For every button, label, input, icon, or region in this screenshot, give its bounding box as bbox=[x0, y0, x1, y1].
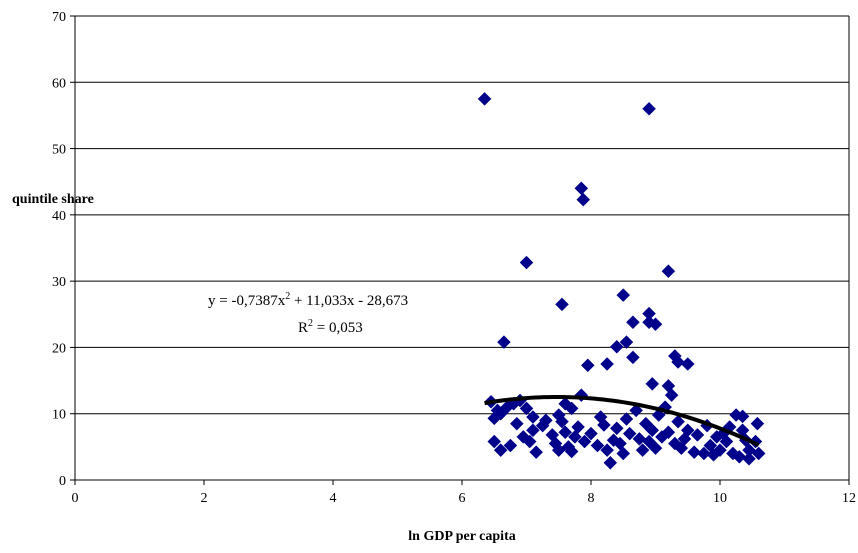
y-tick-label-40: 40 bbox=[52, 209, 66, 224]
data-point-84 bbox=[680, 423, 695, 438]
data-point-79 bbox=[661, 425, 676, 440]
data-point-94 bbox=[719, 434, 734, 449]
x-tick-label-12: 12 bbox=[842, 491, 856, 506]
axes bbox=[70, 15, 850, 485]
y-tick-label-50: 50 bbox=[52, 143, 66, 158]
data-point-34 bbox=[564, 401, 579, 416]
data-point-92 bbox=[713, 443, 727, 458]
x-tick-label-2: 2 bbox=[201, 491, 208, 506]
x-axis-title: ln GDP per capita bbox=[408, 529, 515, 544]
x-tick-label-8: 8 bbox=[588, 491, 595, 506]
data-point-11 bbox=[626, 315, 640, 330]
trendline-equation: y = -0,7387x2 + 11,033x - 28,673 bbox=[208, 291, 408, 309]
data-point-20 bbox=[580, 358, 595, 373]
data-point-16 bbox=[626, 350, 640, 365]
x-tick-label-4: 4 bbox=[330, 491, 337, 506]
data-point-61 bbox=[600, 443, 614, 458]
data-point-44 bbox=[529, 445, 544, 460]
data-point-6 bbox=[616, 288, 631, 302]
data-point-12 bbox=[497, 335, 511, 349]
r-squared-label: R2 = 0,053 bbox=[298, 318, 363, 336]
y-tick-label-30: 30 bbox=[52, 275, 66, 290]
data-point-98 bbox=[732, 449, 747, 464]
gridlines bbox=[75, 15, 849, 415]
data-point-31 bbox=[519, 401, 534, 416]
data-point-70 bbox=[632, 432, 647, 446]
data-point-14 bbox=[609, 339, 624, 354]
data-point-56 bbox=[577, 434, 592, 449]
data-point-7 bbox=[555, 297, 569, 312]
data-point-19 bbox=[680, 357, 695, 371]
data-point-74 bbox=[645, 423, 660, 438]
data-point-42 bbox=[522, 434, 537, 449]
data-point-85 bbox=[687, 445, 702, 460]
data-point-5 bbox=[661, 264, 676, 279]
data-point-3 bbox=[576, 192, 591, 207]
data-point-15 bbox=[600, 357, 614, 371]
data-point-37 bbox=[487, 434, 502, 449]
trendline-equation-rest: + 11,033x - 28,673 bbox=[290, 293, 408, 309]
trendline-equation-exponent: 2 bbox=[285, 291, 290, 302]
data-point-66 bbox=[616, 446, 631, 461]
data-point-53 bbox=[564, 444, 579, 459]
y-tick-label-20: 20 bbox=[52, 341, 66, 356]
x-tick-label-6: 6 bbox=[459, 491, 466, 506]
data-point-22 bbox=[664, 388, 679, 403]
data-point-106 bbox=[742, 451, 756, 466]
data-point-4 bbox=[519, 255, 534, 270]
data-point-55 bbox=[571, 420, 585, 434]
data-point-46 bbox=[538, 413, 553, 428]
trendline bbox=[484, 394, 760, 447]
x-tick-label-0: 0 bbox=[72, 491, 79, 506]
y-axis-title: quintile share bbox=[12, 192, 94, 207]
data-point-0 bbox=[477, 92, 492, 106]
data-point-81 bbox=[671, 414, 685, 429]
y-tick-label-60: 60 bbox=[52, 76, 66, 91]
data-point-60 bbox=[597, 418, 611, 432]
data-point-62 bbox=[603, 455, 618, 470]
r-squared-rest: = 0,053 bbox=[313, 320, 363, 336]
data-point-57 bbox=[584, 426, 598, 441]
data-point-40 bbox=[509, 416, 524, 431]
tick-labels: 0 10 20 30 40 50 60 70 0 2 4 6 8 10 12 bbox=[52, 10, 856, 506]
trendline-equation-main: y = -0,7387x bbox=[208, 293, 286, 309]
data-point-75 bbox=[648, 441, 663, 456]
data-point-38 bbox=[493, 443, 508, 458]
data-point-67 bbox=[619, 412, 634, 426]
y-tick-label-0: 0 bbox=[59, 474, 66, 489]
data-point-71 bbox=[635, 443, 650, 458]
data-point-50 bbox=[555, 414, 569, 429]
y-tick-label-70: 70 bbox=[52, 10, 66, 25]
data-point-104 bbox=[751, 446, 766, 461]
y-tick-label-10: 10 bbox=[52, 408, 66, 423]
data-point-58 bbox=[590, 438, 605, 453]
data-point-23 bbox=[645, 377, 660, 391]
data-point-68 bbox=[622, 426, 637, 441]
data-point-1 bbox=[642, 101, 656, 116]
data-point-103 bbox=[750, 416, 765, 431]
data-point-18 bbox=[671, 355, 685, 369]
data-point-13 bbox=[619, 335, 634, 349]
data-point-69 bbox=[629, 403, 644, 418]
data-point-64 bbox=[609, 421, 624, 436]
data-point-39 bbox=[503, 438, 518, 453]
data-point-51 bbox=[558, 425, 573, 440]
data-point-10 bbox=[648, 317, 663, 332]
r-squared-exponent: 2 bbox=[308, 318, 313, 329]
r-squared-main: R bbox=[298, 320, 308, 336]
data-point-87 bbox=[697, 446, 711, 461]
data-point-99 bbox=[735, 409, 750, 424]
x-tick-label-10: 10 bbox=[713, 491, 727, 506]
trendline-layer bbox=[484, 394, 760, 447]
data-point-86 bbox=[690, 428, 705, 442]
data-point-43 bbox=[526, 423, 540, 438]
data-point-2 bbox=[574, 181, 589, 196]
